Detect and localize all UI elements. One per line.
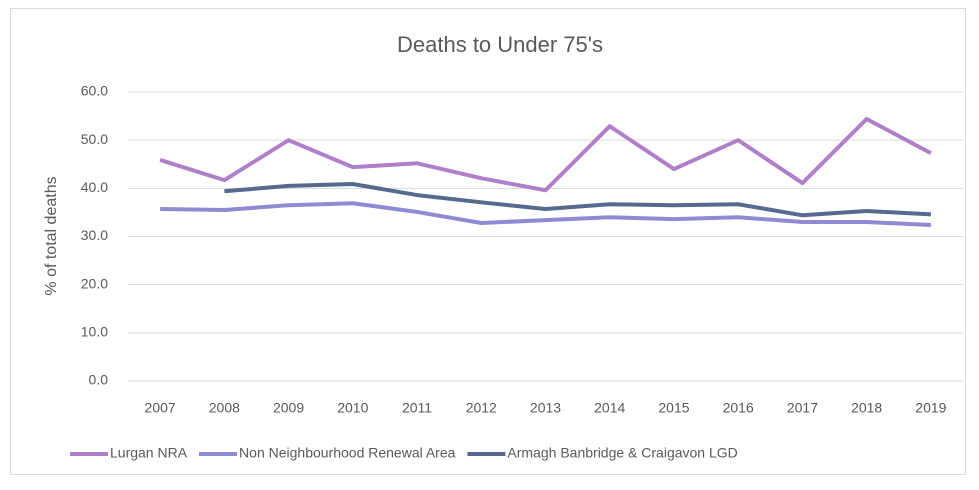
line-series — [160, 201, 931, 227]
y-tick-label: 10.0 — [81, 324, 108, 340]
x-tick-label: 2015 — [658, 400, 689, 416]
x-tick-label: 2011 — [402, 400, 432, 416]
line-series — [159, 116, 932, 193]
legend-label: Lurgan NRA — [110, 445, 188, 461]
chart-frame — [10, 8, 966, 475]
x-tick-label: 2010 — [337, 400, 368, 416]
x-tick-label: 2008 — [209, 400, 240, 416]
x-tick-label: 2014 — [594, 400, 625, 416]
y-tick-label: 20.0 — [81, 275, 108, 291]
legend-label: Non Neighbourhood Renewal Area — [239, 445, 456, 461]
y-tick-label: 50.0 — [81, 131, 108, 147]
y-tick-label: 0.0 — [89, 372, 109, 388]
x-tick-label: 2007 — [145, 400, 176, 416]
x-tick-label: 2016 — [723, 400, 754, 416]
y-tick-label: 60.0 — [81, 83, 108, 99]
y-axis-label: % of total deaths — [43, 176, 60, 295]
y-tick-label: 30.0 — [81, 227, 108, 243]
x-tick-label: 2012 — [466, 400, 497, 416]
x-tick-label: 2009 — [273, 400, 304, 416]
x-tick-label: 2013 — [530, 400, 561, 416]
x-tick-label: 2018 — [851, 400, 882, 416]
x-tick-label: 2017 — [787, 400, 818, 416]
legend-label: Armagh Banbridge & Craigavon LGD — [507, 445, 737, 461]
y-tick-label: 40.0 — [81, 179, 108, 195]
x-tick-label: 2019 — [915, 400, 946, 416]
chart-title: Deaths to Under 75's — [397, 32, 603, 57]
line-series — [224, 181, 931, 218]
